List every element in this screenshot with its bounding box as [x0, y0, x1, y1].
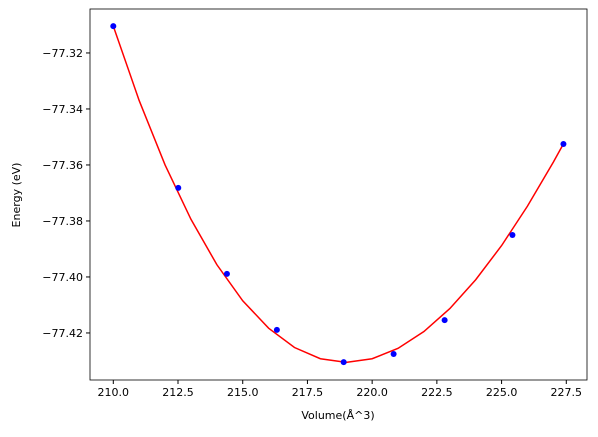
x-tick-label: 212.5 [162, 386, 194, 399]
y-tick-label: −77.36 [42, 159, 83, 172]
data-point [560, 140, 567, 147]
fit-curve [112, 25, 565, 364]
y-tick-label: −77.40 [42, 271, 83, 284]
x-tick-label: 225.0 [486, 386, 518, 399]
data-point [175, 184, 182, 191]
x-tick-label: 222.5 [421, 386, 453, 399]
plot-frame [89, 8, 588, 381]
x-tick-label: 215.0 [227, 386, 259, 399]
y-tick-label: −77.32 [42, 47, 83, 60]
data-point [390, 350, 397, 357]
data-point [223, 270, 230, 277]
x-tick-label: 227.5 [551, 386, 583, 399]
x-axis-label: Volume(Å^3) [301, 409, 374, 422]
y-tick-label: −77.38 [42, 215, 83, 228]
data-point [441, 317, 448, 324]
y-tick-label: −77.34 [42, 103, 83, 116]
data-point [509, 231, 516, 238]
y-tick-label: −77.42 [42, 327, 83, 340]
x-tick-label: 220.0 [356, 386, 388, 399]
data-point [273, 326, 280, 333]
data-point [340, 359, 347, 366]
data-point [110, 23, 117, 30]
x-tick-label: 217.5 [292, 386, 324, 399]
y-axis-label: Energy (eV) [10, 163, 23, 228]
x-tick-label: 210.0 [98, 386, 130, 399]
